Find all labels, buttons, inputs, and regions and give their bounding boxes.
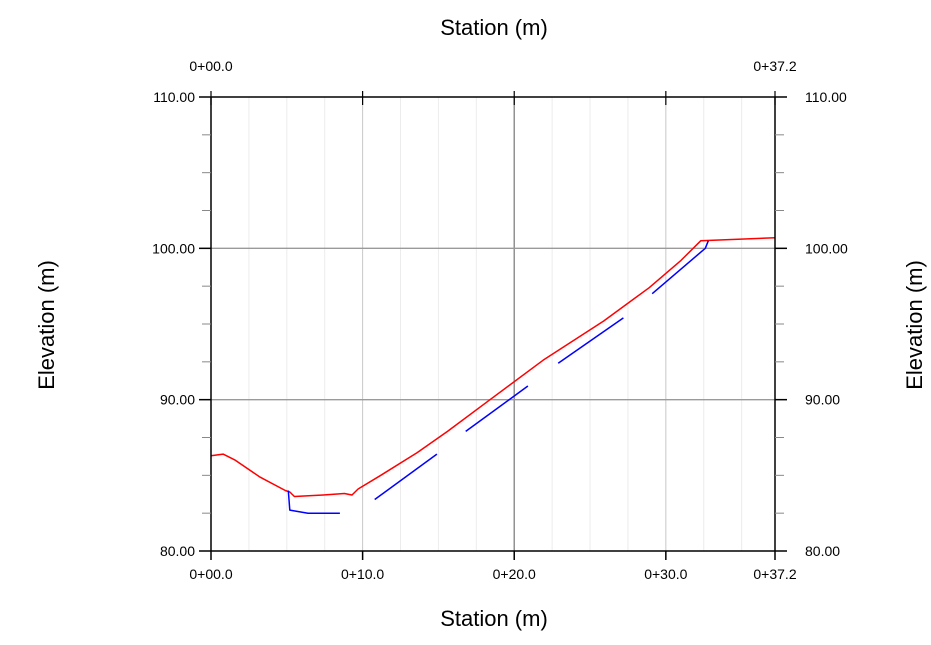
design-line-segment (557, 317, 624, 364)
y-tick-label-left: 100.00 (152, 240, 195, 256)
ground-line-segment (210, 236, 776, 498)
plot-frame (210, 96, 776, 552)
x-tick-label-top: 0+37.2 (753, 58, 796, 74)
y-tick-label-left: 110.00 (153, 89, 195, 105)
x-tick-label-bottom: 0+10.0 (341, 566, 384, 582)
y-axis-title-right: Elevation (m) (902, 260, 927, 390)
design-line-segment (374, 453, 438, 501)
ticks: 80.00 80.00 90.00 90.00 100.00 100.00 110.00 11… (152, 58, 848, 582)
x-tick-label-bottom: 0+00.0 (189, 566, 232, 582)
y-tick-label-left: 80.00 (160, 543, 195, 559)
y-tick-label-right: 80.00 (805, 543, 840, 559)
x-tick-label-bottom: 0+37.2 (753, 566, 796, 582)
x-tick-label-bottom: 0+20.0 (493, 566, 536, 582)
x-tick-label-top: 0+00.0 (189, 58, 232, 74)
y-tick-label-left: 90.00 (160, 392, 195, 408)
x-axis-title-top: Station (m) (440, 15, 548, 40)
design-line-segment (465, 385, 529, 433)
design-line-segment (651, 240, 709, 295)
series-layer (210, 236, 776, 514)
y-tick-label-right: 100.00 (805, 240, 848, 256)
x-tick-label-bottom: 0+30.0 (644, 566, 687, 582)
design-line-segment (287, 490, 340, 514)
grid (211, 97, 775, 551)
x-axis-title-bottom: Station (m) (440, 606, 548, 631)
y-tick-label-right: 90.00 (805, 392, 840, 408)
y-axis-title-left: Elevation (m) (34, 260, 59, 390)
y-tick-label-right: 110.00 (805, 89, 847, 105)
